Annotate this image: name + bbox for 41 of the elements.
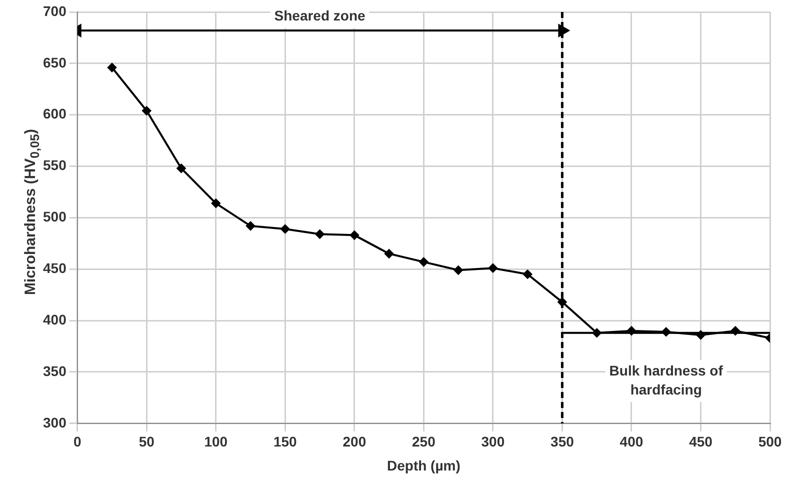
y-tick-label: 600: [43, 106, 67, 122]
x-tick-label: 50: [138, 434, 155, 450]
y-tick-label: 400: [43, 311, 67, 328]
point: [176, 164, 186, 173]
x-tick-label: 300: [481, 434, 505, 450]
point: [454, 266, 463, 275]
y-tick-label: 700: [43, 2, 67, 19]
y-tick-label: 350: [43, 362, 67, 379]
point: [350, 230, 359, 240]
point: [315, 230, 324, 239]
y-tick-label: 300: [43, 414, 67, 430]
text: Bulk hardness of hardfacing: [609, 362, 724, 398]
point: [730, 326, 740, 336]
series-label: Sheared zone: [274, 7, 366, 24]
point: [488, 264, 498, 273]
y-tick-label: 550: [43, 157, 67, 174]
point: [211, 198, 220, 208]
x-tick-label: 200: [342, 434, 366, 450]
x-tick-label: 400: [620, 434, 644, 450]
x-tick-label: 250: [412, 434, 436, 450]
point: [384, 249, 394, 258]
point: [142, 106, 152, 116]
x-tick-label: 0: [73, 434, 82, 450]
point: [246, 221, 256, 230]
point: [280, 224, 290, 234]
point: [592, 328, 602, 338]
point: [107, 63, 116, 72]
y-tick-label: 450: [43, 260, 67, 276]
x-tick-label: 350: [550, 434, 574, 450]
point: [626, 326, 636, 336]
x-axis-title: Depth (µm): [386, 457, 460, 474]
point: [419, 257, 428, 266]
x-tick-label: 500: [758, 434, 782, 450]
x-tick-label: 450: [689, 434, 713, 450]
point: [523, 270, 532, 279]
point: [696, 330, 706, 340]
x-tick-label: 100: [204, 434, 228, 450]
y-tick-label: 500: [43, 208, 67, 225]
x-tick-label: 150: [273, 434, 298, 450]
y-tick-label: 650: [43, 54, 67, 70]
point: [662, 327, 671, 336]
